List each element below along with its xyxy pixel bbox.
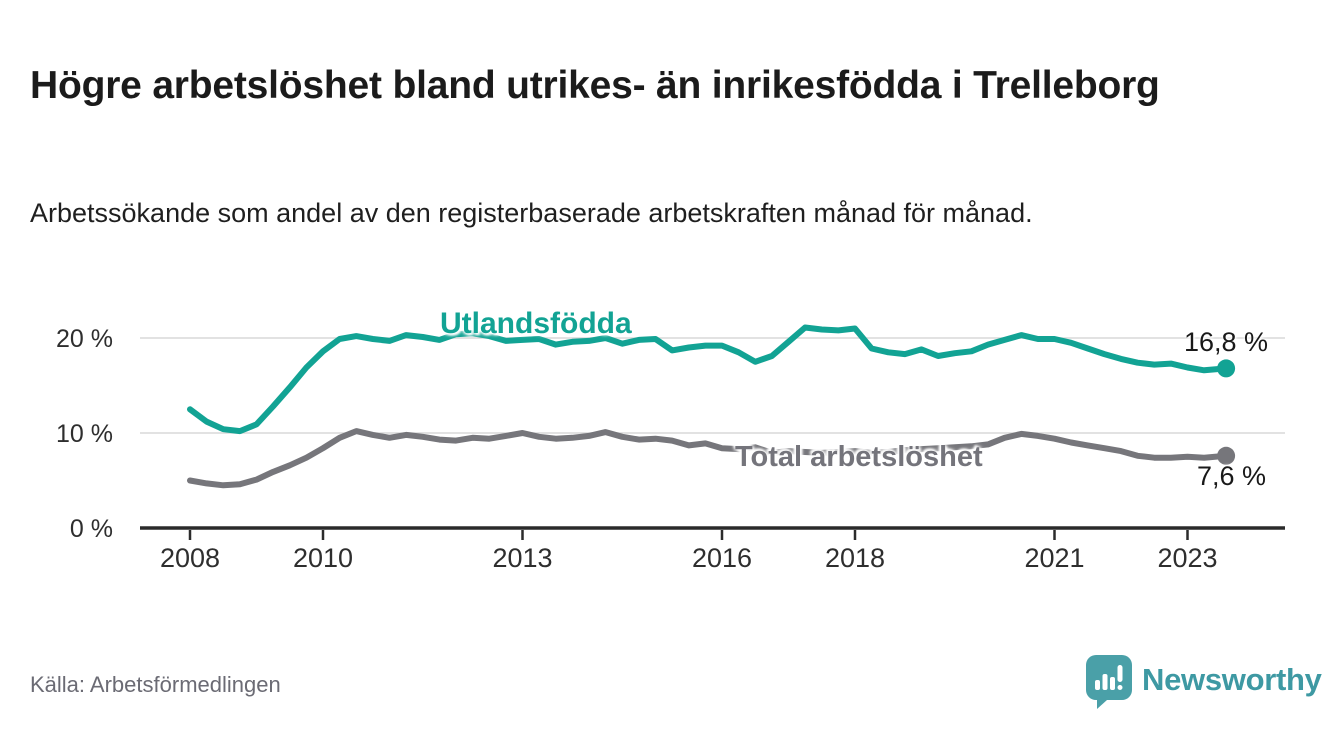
svg-text:0 %: 0 %: [70, 515, 113, 543]
newsworthy-brand: Newsworthy: [1085, 654, 1322, 710]
svg-text:10 %: 10 %: [56, 420, 113, 448]
end-value-label-total: 7,6 %: [1197, 461, 1267, 491]
series-label-total-arbetsloshet: Total arbetslöshet: [735, 441, 983, 473]
source-caption: Källa: Arbetsförmedlingen: [30, 672, 281, 697]
newsworthy-logo-icon: [1085, 654, 1133, 710]
series-label-utlandsfodda: Utlandsfödda: [440, 307, 632, 340]
svg-text:2016: 2016: [692, 543, 752, 573]
svg-text:2013: 2013: [492, 543, 552, 573]
svg-text:20 %: 20 %: [56, 325, 113, 353]
page-title: Högre arbetslöshet bland utrikes- än inr…: [30, 64, 1160, 108]
end-value-label-utlandsfodda: 16,8 %: [1184, 327, 1269, 357]
svg-text:2018: 2018: [825, 543, 885, 573]
svg-text:2023: 2023: [1157, 543, 1217, 573]
newsworthy-wordmark: Newsworthy: [1142, 661, 1322, 697]
svg-text:2021: 2021: [1024, 543, 1084, 573]
svg-text:2010: 2010: [293, 543, 353, 573]
svg-text:2008: 2008: [160, 543, 220, 573]
chart-subtitle: Arbetssökande som andel av den registerb…: [30, 198, 1033, 228]
